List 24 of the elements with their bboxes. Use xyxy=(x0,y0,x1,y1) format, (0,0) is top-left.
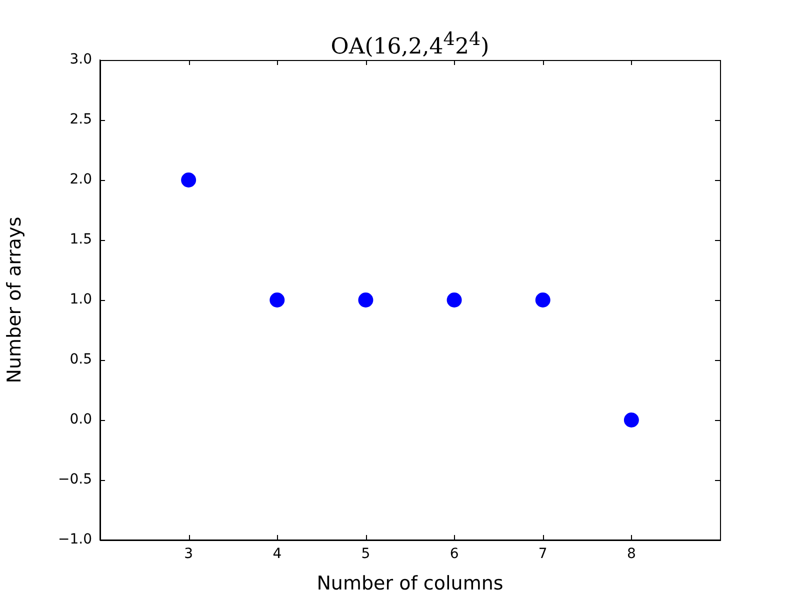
x-tick-label: 6 xyxy=(450,546,459,562)
point xyxy=(446,292,462,308)
y-tick-label: −0.5 xyxy=(58,472,92,488)
point xyxy=(181,172,196,188)
y-tick-label: 1.5 xyxy=(70,232,92,248)
x-axis-title: Number of columns xyxy=(316,572,504,595)
x-tick-label: 8 xyxy=(626,546,636,562)
y-tick-label: 2.5 xyxy=(70,112,92,128)
x-tick-label: 7 xyxy=(538,546,548,562)
chart-title: OA(16,2,4$^{4}$2$^{4}$) xyxy=(330,28,490,62)
point xyxy=(535,292,550,308)
x-tick-label: 5 xyxy=(361,546,370,562)
x-tick-label: 4 xyxy=(272,546,282,562)
y-tick-label: −1.0 xyxy=(58,532,92,548)
y-axis-title: Number of arrays xyxy=(3,216,26,384)
point xyxy=(624,412,639,428)
y-tick-label: 2.0 xyxy=(70,172,92,188)
y-tick-label: 3.0 xyxy=(70,52,92,68)
point xyxy=(358,292,374,308)
x-tick-label: 3 xyxy=(184,546,194,562)
y-tick-label: 0.5 xyxy=(70,352,92,368)
y-tick-label: 1.0 xyxy=(70,292,92,308)
y-tick-label: 0.0 xyxy=(70,412,92,428)
point xyxy=(270,292,285,308)
